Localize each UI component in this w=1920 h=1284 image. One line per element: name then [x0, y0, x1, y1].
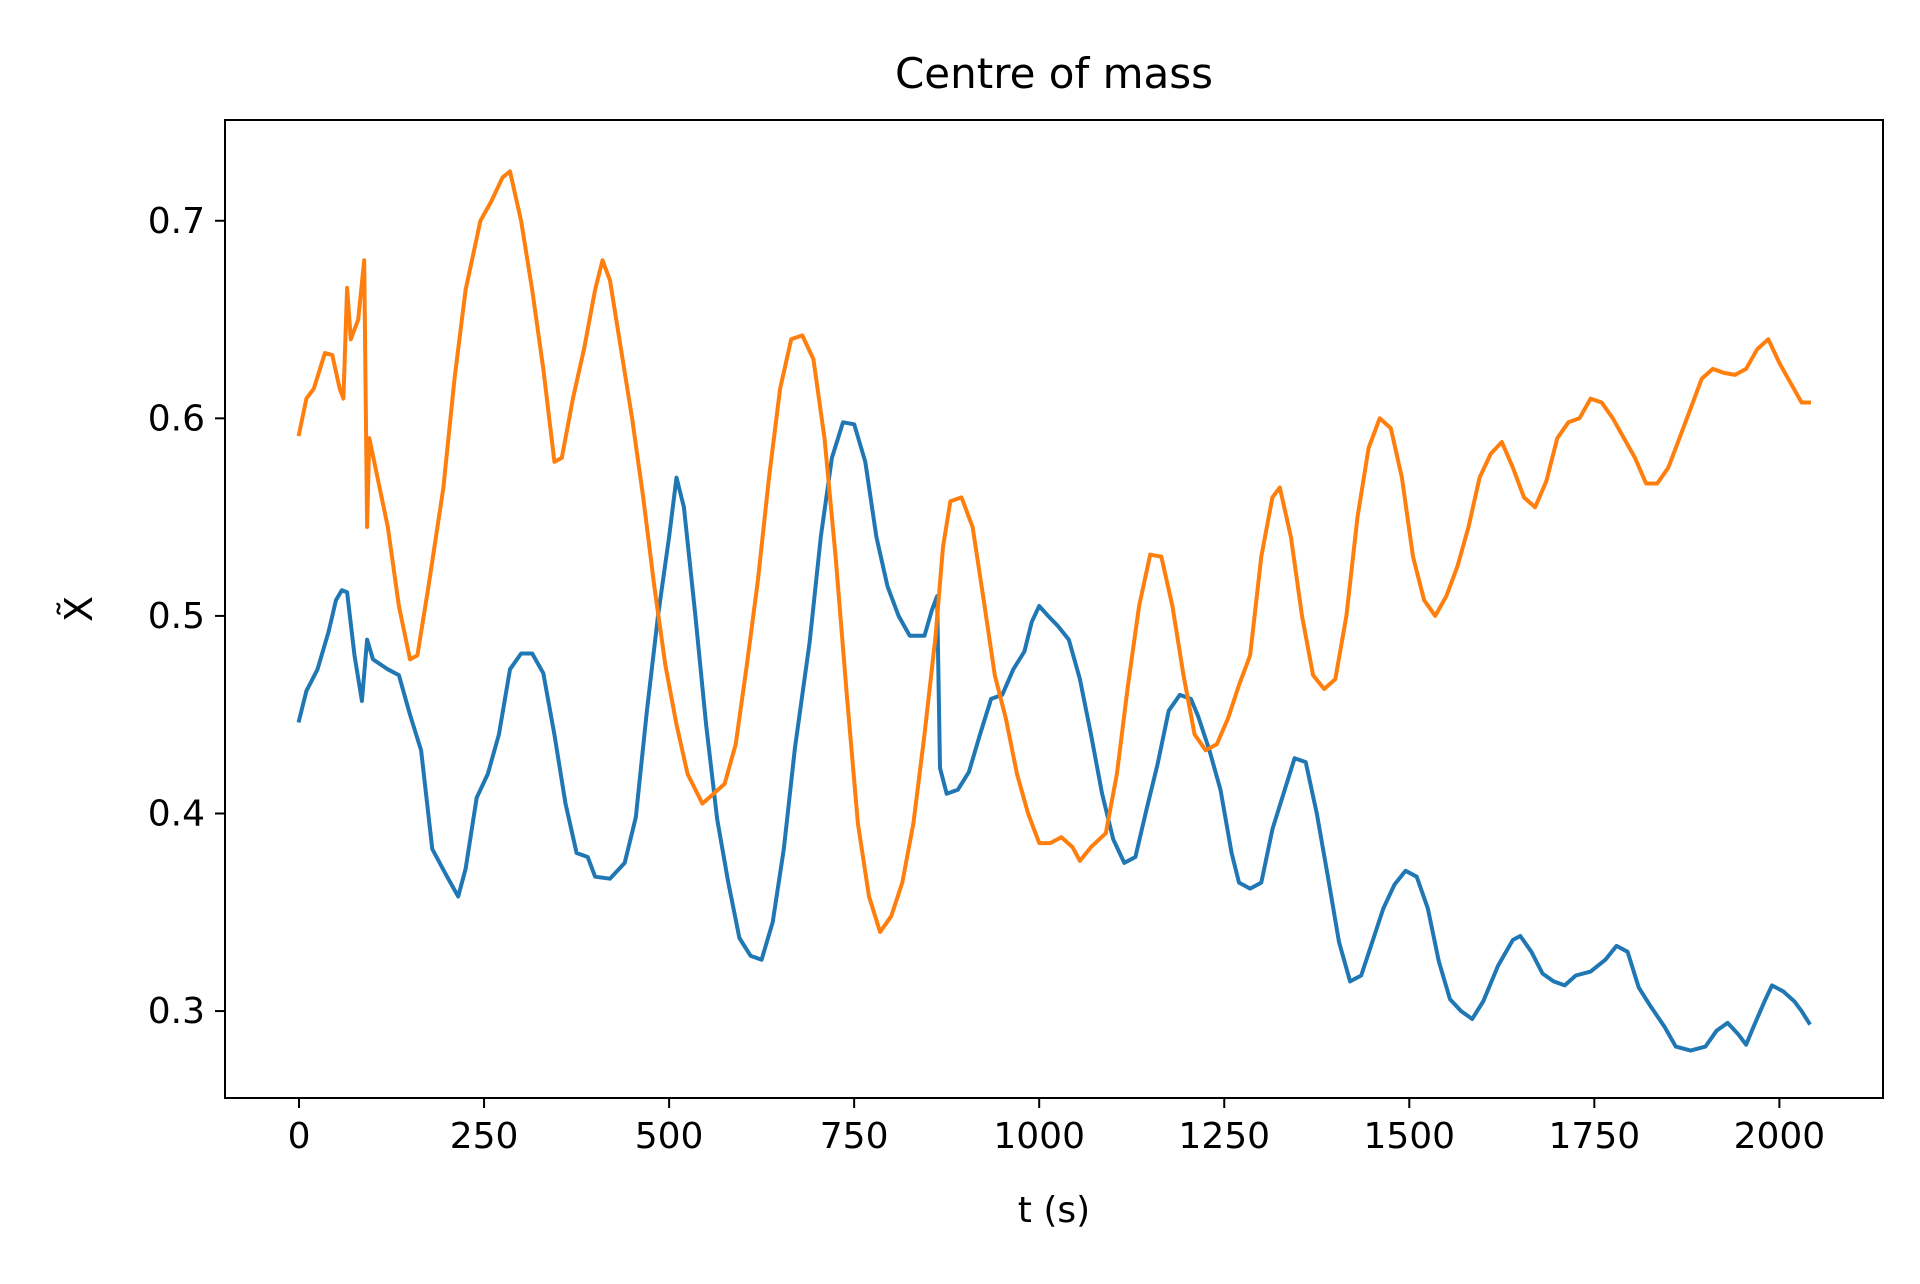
- y-tick-label: 0.4: [148, 793, 205, 834]
- x-axis: 0 250 500 750 1000 1250 1500 1750 2000: [288, 1098, 1826, 1157]
- series-line-1: [296, 420, 1812, 1053]
- x-tick-label: 0: [288, 1116, 311, 1157]
- x-tick-label: 1500: [1363, 1116, 1455, 1157]
- plot-area: [296, 169, 1812, 1053]
- x-tick-label: 750: [820, 1116, 889, 1157]
- y-axis-label: X̃: [57, 596, 101, 622]
- y-axis: 0.3 0.4 0.5 0.6 0.7: [148, 201, 225, 1032]
- x-tick-label: 1250: [1178, 1116, 1270, 1157]
- y-tick-label: 0.3: [148, 991, 205, 1032]
- plot-frame: [224, 119, 1884, 1099]
- x-tick-label: 250: [450, 1116, 519, 1157]
- x-tick-label: 1750: [1549, 1116, 1641, 1157]
- y-tick-label: 0.5: [148, 596, 205, 637]
- y-tick-label: 0.7: [148, 201, 205, 242]
- y-tick-label: 0.6: [148, 398, 205, 439]
- x-tick-label: 500: [635, 1116, 704, 1157]
- x-axis-label: t (s): [1018, 1190, 1090, 1231]
- x-tick-label: 1000: [993, 1116, 1085, 1157]
- series-line-2: [296, 169, 1811, 934]
- chart-title: Centre of mass: [895, 49, 1213, 98]
- x-tick-label: 2000: [1734, 1116, 1826, 1157]
